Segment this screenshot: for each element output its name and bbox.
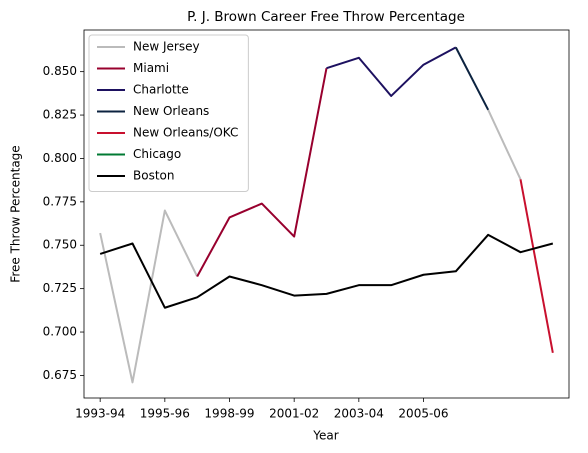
series-line (99, 109, 522, 384)
y-tick-label: 0.750 (43, 238, 77, 252)
y-tick-label: 0.800 (43, 151, 77, 165)
legend-label: Miami (133, 61, 169, 75)
plot-frame (83, 29, 570, 399)
legend-label: New Orleans (133, 104, 209, 118)
x-tick-label: 2001-02 (269, 407, 319, 421)
x-tick-label: 2003-04 (334, 407, 384, 421)
y-tick-label: 0.775 (43, 194, 77, 208)
x-tick-label: 2005-06 (398, 407, 448, 421)
series-line (196, 68, 328, 277)
x-tick-label: 1993-94 (75, 407, 125, 421)
y-tick-label: 0.725 (43, 281, 77, 295)
legend-label: New Jersey (133, 40, 200, 54)
y-tick-label: 0.700 (43, 325, 77, 339)
y-tick-label: 0.825 (43, 108, 77, 122)
x-tick-label: 1995-96 (140, 407, 190, 421)
legend-label: Charlotte (133, 83, 189, 97)
legend-label: Boston (133, 169, 174, 183)
series-line (99, 233, 554, 309)
series-line (454, 46, 490, 111)
series-line (519, 179, 554, 354)
chart-title: P. J. Brown Career Free Throw Percentage (187, 9, 465, 25)
legend-label: Chicago (133, 147, 181, 161)
legend: New Jersey Miami Charlotte New Orleans New O… (88, 34, 249, 192)
series-line (326, 46, 457, 97)
x-tick-label: 1998-99 (204, 407, 254, 421)
y-tick-label: 0.850 (43, 64, 77, 78)
y-tick-label: 0.675 (43, 368, 77, 382)
legend-box (88, 34, 249, 192)
legend-label: New Orleans/OKC (133, 126, 238, 140)
x-axis-label: Year (312, 429, 338, 443)
y-axis-label: Free Throw Percentage (9, 145, 23, 282)
